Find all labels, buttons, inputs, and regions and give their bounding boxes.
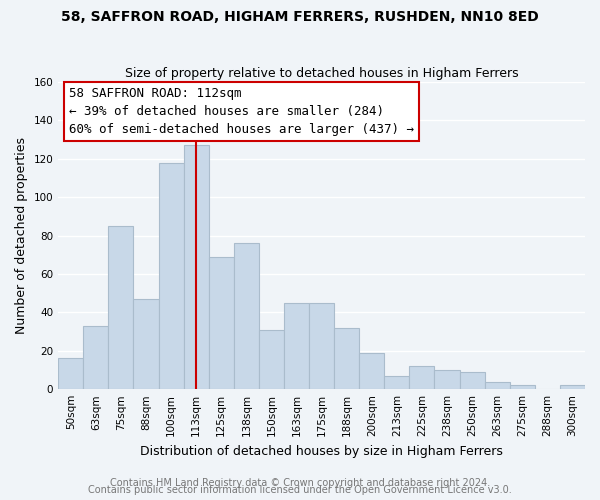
Bar <box>560 386 585 389</box>
Bar <box>409 366 434 389</box>
Text: Contains HM Land Registry data © Crown copyright and database right 2024.: Contains HM Land Registry data © Crown c… <box>110 478 490 488</box>
Bar <box>510 386 535 389</box>
Text: Contains public sector information licensed under the Open Government Licence v3: Contains public sector information licen… <box>88 485 512 495</box>
Bar <box>184 146 209 389</box>
Bar <box>434 370 460 389</box>
Bar <box>460 372 485 389</box>
Bar <box>334 328 359 389</box>
Bar <box>209 256 234 389</box>
Bar <box>485 382 510 389</box>
Bar <box>359 352 385 389</box>
Bar <box>259 330 284 389</box>
Bar <box>385 376 409 389</box>
Text: 58 SAFFRON ROAD: 112sqm
← 39% of detached houses are smaller (284)
60% of semi-d: 58 SAFFRON ROAD: 112sqm ← 39% of detache… <box>69 86 414 136</box>
Bar <box>309 303 334 389</box>
Bar <box>133 299 158 389</box>
Bar <box>158 162 184 389</box>
Text: 58, SAFFRON ROAD, HIGHAM FERRERS, RUSHDEN, NN10 8ED: 58, SAFFRON ROAD, HIGHAM FERRERS, RUSHDE… <box>61 10 539 24</box>
Y-axis label: Number of detached properties: Number of detached properties <box>15 137 28 334</box>
Bar <box>284 303 309 389</box>
X-axis label: Distribution of detached houses by size in Higham Ferrers: Distribution of detached houses by size … <box>140 444 503 458</box>
Bar <box>109 226 133 389</box>
Bar <box>83 326 109 389</box>
Bar <box>234 244 259 389</box>
Bar <box>58 358 83 389</box>
Title: Size of property relative to detached houses in Higham Ferrers: Size of property relative to detached ho… <box>125 66 518 80</box>
